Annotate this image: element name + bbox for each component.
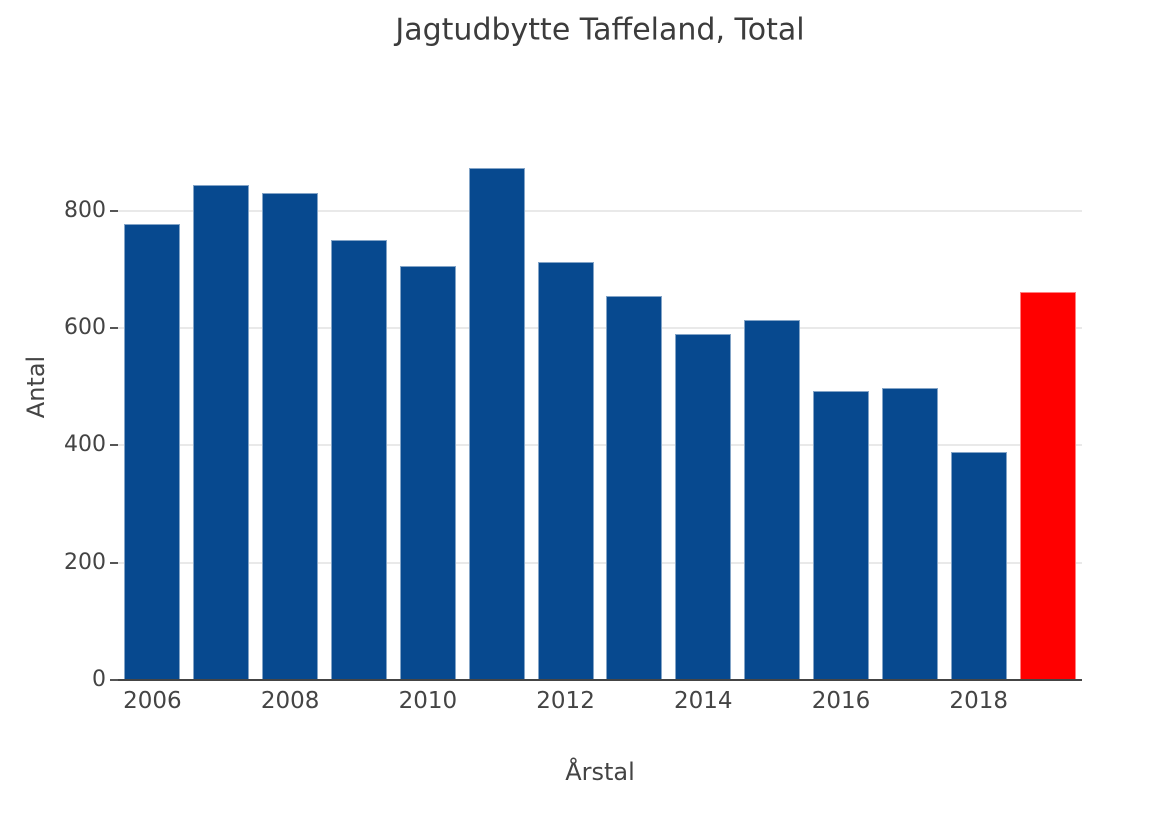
y-tick-label-0: 0 <box>92 667 106 692</box>
y-tick-label-400: 400 <box>64 432 106 458</box>
y-axis-tick-400 <box>110 444 118 447</box>
y-axis-tick-0 <box>110 679 118 681</box>
bar-2008[interactable] <box>262 193 319 680</box>
bar-2010[interactable] <box>399 266 456 680</box>
gridline-200 <box>118 561 1082 564</box>
y-tick-label-200: 200 <box>64 549 106 575</box>
y-tick-label-800: 800 <box>64 197 106 223</box>
bar-2011[interactable] <box>468 168 525 680</box>
bar-2012[interactable] <box>537 261 594 680</box>
gridline-600 <box>118 326 1082 329</box>
gridline-800 <box>118 209 1082 212</box>
bar-2017[interactable] <box>881 387 938 680</box>
y-axis-tick-800 <box>110 209 118 212</box>
x-tick-label-2006: 2006 <box>123 688 182 714</box>
chart-title: Jagtudbytte Taffeland, Total <box>395 12 805 48</box>
bar-2007[interactable] <box>193 185 250 680</box>
x-tick-label-2014: 2014 <box>674 688 733 714</box>
x-axis-line <box>118 679 1082 681</box>
gridline-400 <box>118 444 1082 447</box>
bar-2016[interactable] <box>813 391 869 680</box>
bar-2015[interactable] <box>744 320 801 680</box>
y-axis-tick-200 <box>110 561 118 564</box>
bar-2014[interactable] <box>675 334 732 680</box>
bar-2018[interactable] <box>950 451 1007 680</box>
x-axis-title: Årstal <box>565 758 635 786</box>
plot-area: 0 200 400 600 800 2006 2008 2010 2012 2014 2016 201… <box>64 95 1082 714</box>
y-axis-tick-600 <box>110 326 118 329</box>
x-tick-label-2012: 2012 <box>536 688 595 714</box>
x-tick-label-2016: 2016 <box>811 688 871 714</box>
bar-2019[interactable] <box>1019 292 1076 680</box>
bar-2009[interactable] <box>331 239 387 680</box>
bar-2006[interactable] <box>124 223 181 680</box>
x-tick-label-2018: 2018 <box>949 688 1008 714</box>
x-tick-label-2008: 2008 <box>260 688 320 714</box>
y-axis-title: Antal <box>22 355 50 419</box>
bar-2013[interactable] <box>606 296 663 680</box>
x-tick-label-2010: 2010 <box>398 688 458 714</box>
y-tick-label-600: 600 <box>64 314 106 340</box>
